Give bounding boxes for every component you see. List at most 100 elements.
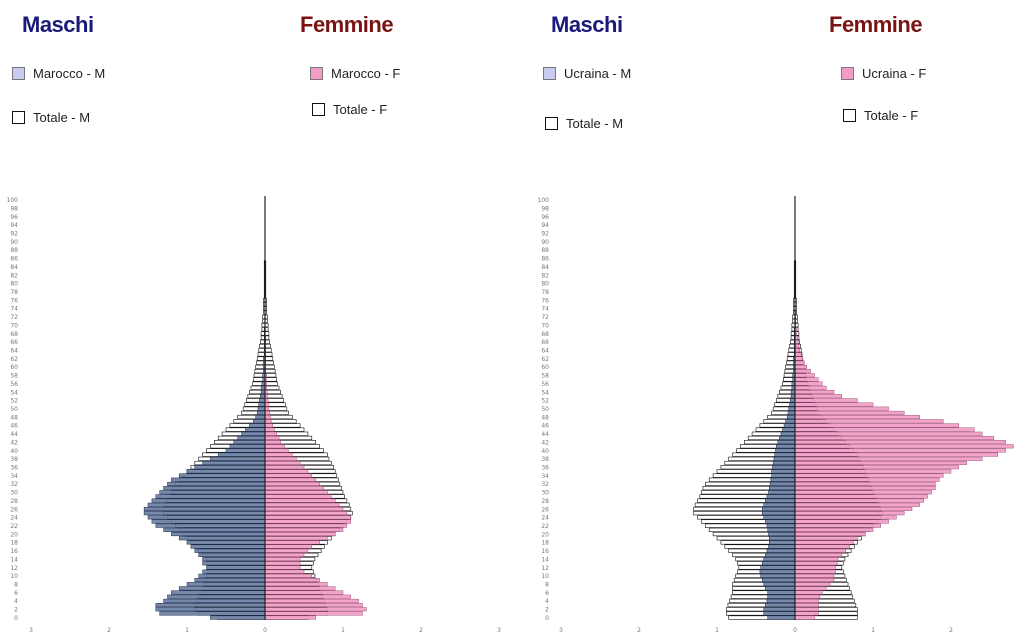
- age-tick-label: 92: [541, 231, 549, 238]
- age-tick-label: 56: [10, 381, 18, 388]
- age-tick-label: 48: [541, 414, 549, 421]
- bar-male-age-19: [178, 536, 266, 541]
- age-tick-label: 0: [545, 615, 549, 622]
- legend-male-series-label: Marocco - M: [33, 66, 106, 81]
- bar-male-age-5: [767, 594, 796, 599]
- bar-female-age-60: [794, 364, 807, 369]
- x-tick-label: 2: [949, 627, 953, 634]
- bar-male-age-15: [765, 552, 796, 557]
- bar-male-age-7: [178, 586, 266, 591]
- bar-male-age-8: [763, 582, 796, 587]
- male-title: Maschi: [551, 12, 623, 37]
- bar-female-total-age-59: [264, 369, 276, 374]
- age-tick-label: 90: [541, 239, 549, 246]
- bar-male-total-age-63: [257, 352, 266, 357]
- bar-male-age-23: [151, 519, 266, 524]
- bar-female-age-14: [794, 557, 839, 562]
- x-tick-label: 3: [29, 627, 33, 634]
- bar-male-age-2: [763, 607, 796, 612]
- bar-male-age-52: [259, 398, 266, 403]
- legend-swatch-female: [310, 67, 323, 80]
- age-tick-label: 68: [10, 331, 18, 338]
- bar-female-age-62: [794, 356, 804, 361]
- bar-male-age-51: [789, 402, 796, 407]
- age-tick-label: 34: [541, 473, 549, 480]
- bar-male-age-34: [178, 473, 266, 478]
- bar-male-age-49: [256, 410, 266, 415]
- bar-female-age-22: [794, 523, 882, 528]
- bar-female-age-57: [794, 377, 819, 382]
- bar-male-age-20: [768, 532, 796, 537]
- age-tick-label: 50: [541, 406, 549, 413]
- bar-male-total-age-63: [787, 352, 796, 357]
- bar-male-age-26: [143, 506, 266, 512]
- legend-swatch-female: [841, 67, 854, 80]
- bar-female-age-3: [794, 603, 819, 608]
- bar-female-age-2: [264, 607, 367, 612]
- bar-male-age-38: [210, 456, 266, 461]
- x-tick-label: 1: [341, 627, 345, 634]
- bar-male-age-21: [767, 527, 796, 532]
- bar-female-age-46: [794, 423, 960, 428]
- bar-female-age-42: [794, 440, 1006, 445]
- age-tick-label: 18: [10, 540, 18, 547]
- bar-male-age-30: [159, 490, 266, 495]
- age-tick-label: 30: [541, 490, 549, 497]
- bar-female-age-49: [794, 410, 905, 415]
- bar-female-age-38: [264, 456, 297, 461]
- bar-male-age-3: [155, 603, 266, 608]
- bar-female-age-17: [264, 544, 312, 549]
- age-tick-label: 62: [541, 356, 549, 363]
- bar-female-age-45: [794, 427, 975, 432]
- bar-male-age-17: [768, 544, 796, 549]
- bar-female-age-10: [264, 573, 312, 578]
- bar-male-age-31: [163, 486, 266, 491]
- bar-female-total-age-56: [264, 381, 278, 386]
- age-tick-label: 60: [541, 364, 549, 371]
- bar-female-age-55: [794, 385, 827, 390]
- age-tick-label: 38: [541, 456, 549, 463]
- age-tick-label: 40: [541, 448, 549, 455]
- bar-female-age-50: [794, 406, 889, 411]
- age-tick-label: 54: [10, 389, 18, 396]
- legend-swatch-total-male: [545, 117, 558, 130]
- bar-female-age-61: [794, 360, 805, 365]
- bar-female-age-11: [264, 569, 305, 574]
- bar-male-age-18: [769, 540, 796, 545]
- age-tick-label: 2: [14, 607, 18, 614]
- age-tick-label: 60: [10, 364, 18, 371]
- age-tick-label: 88: [10, 247, 18, 254]
- age-tick-label: 28: [10, 498, 18, 505]
- bar-female-age-0: [794, 615, 815, 620]
- bar-female-age-52: [794, 398, 858, 403]
- bar-male-age-33: [770, 477, 796, 482]
- age-tick-label: 22: [10, 523, 18, 530]
- bar-female-age-9: [264, 578, 320, 582]
- bar-female-age-15: [264, 552, 305, 557]
- legend-female-total-label: Totale - F: [333, 102, 388, 117]
- bar-male-age-15: [198, 552, 266, 557]
- bar-male-age-47: [253, 419, 266, 424]
- bar-female-age-59: [794, 369, 811, 374]
- bar-male-age-12: [760, 565, 796, 570]
- bar-female-age-45: [264, 427, 275, 432]
- bar-male-age-11: [202, 569, 266, 574]
- age-tick-label: 66: [10, 339, 18, 346]
- bar-male-age-24: [147, 515, 266, 520]
- age-tick-label: 34: [10, 473, 18, 480]
- bar-male-age-28: [765, 498, 796, 503]
- pyramid-panel-ucraina: Maschi Femmine Ucraina - M Totale - M Uc…: [511, 0, 1022, 634]
- bar-female-age-16: [264, 548, 309, 553]
- bar-male-age-8: [186, 582, 266, 587]
- bar-female-age-26: [264, 506, 344, 511]
- bar-male-age-20: [171, 532, 266, 537]
- bar-male-age-49: [787, 410, 796, 415]
- age-tick-label: 0: [14, 615, 18, 622]
- age-tick-label: 36: [10, 464, 18, 471]
- age-tick-label: 82: [10, 272, 18, 279]
- bar-female-age-27: [794, 502, 921, 507]
- bar-male-age-38: [773, 456, 796, 461]
- pyramid-chart-marocco: 0246810121416182022242628303234363840424…: [7, 196, 501, 634]
- age-tick-label: 86: [541, 256, 549, 263]
- bar-female-age-0: [264, 615, 316, 620]
